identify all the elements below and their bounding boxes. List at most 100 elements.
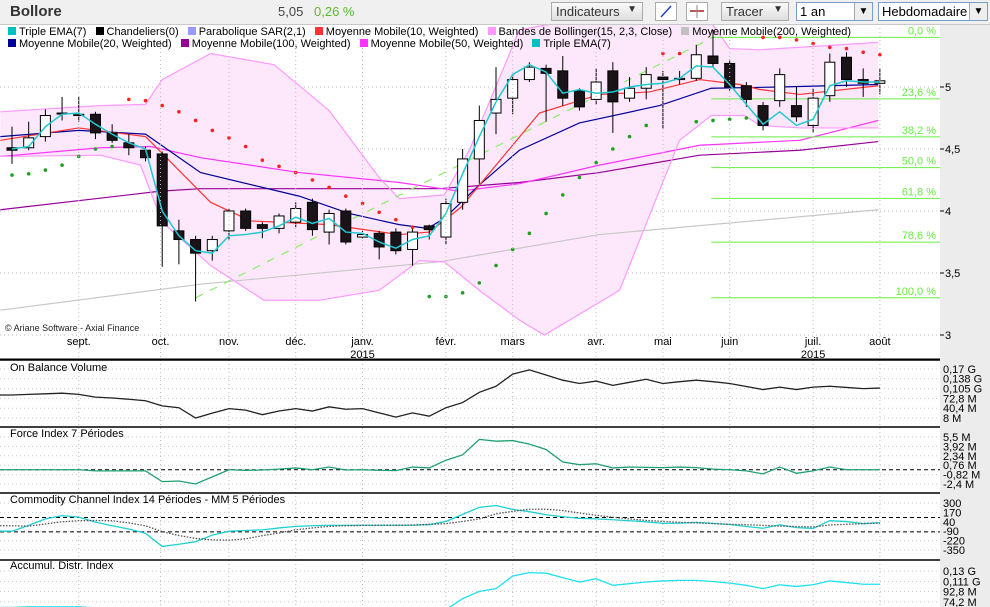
chevron-down-icon[interactable]: ▼ [969,3,987,20]
legend-item[interactable]: Triple EMA(7) [532,38,611,50]
sar-dot [260,158,265,162]
year-label: 2015 [801,349,825,361]
legend-row: Moyenne Mobile(20, Weighted) Moyenne Mob… [8,38,888,50]
price-change: 0,26 % [314,4,355,19]
month-label: août [869,336,890,348]
caret-down-icon: ▼ [627,4,637,15]
month-label: déc. [285,336,306,348]
legend-label: Bandes de Bollinger(15, 2,3, Close) [498,26,673,38]
legend-item[interactable]: Triple EMA(7) [8,26,86,38]
candle [240,208,252,231]
candle-body [340,210,352,243]
year-label: 2015 [350,349,374,361]
indicator-panel [0,369,880,419]
candle-body [423,225,435,231]
panel-tick-label: 0,111 G [943,576,981,588]
candle-body [557,70,569,99]
legend-label: Moyenne Mobile(10, Weighted) [325,26,479,38]
legend-item[interactable]: Chandeliers(0) [95,26,179,38]
fibonacci-level-label: 61,8 % [902,186,936,198]
legend-label: Triple EMA(7) [543,38,611,50]
chart-legend: Triple EMA(7) Chandeliers(0) Parabolique… [8,26,888,50]
panel-tick-label: 0,76 M [943,460,977,472]
last-price: 5,05 [278,4,304,19]
legend-item[interactable]: Moyenne Mobile(100, Weighted) [180,38,351,50]
copyright-text: © Ariane Software - Axial Finance [5,323,140,333]
candle [340,208,352,245]
candle [590,68,602,105]
fibonacci-level-label: 38,2 % [902,125,936,137]
legend-item[interactable]: Bandes de Bollinger(15, 2,3, Close) [487,26,673,38]
legend-row: Triple EMA(7) Chandeliers(0) Parabolique… [8,26,888,38]
candle [390,228,402,255]
horizontal-line-tool-button[interactable] [686,2,708,21]
sar-dot [377,210,381,215]
draw-button[interactable]: Tracer ▼ [721,2,789,21]
legend-item[interactable]: Moyenne Mobile(20, Weighted) [8,38,172,50]
month-label: juin [720,336,738,348]
month-label: juil. [804,336,822,348]
candle [790,87,802,122]
legend-label: Parabolique SAR(2,1) [198,26,306,38]
candle [757,101,769,131]
sar-dot [177,110,181,114]
candle [807,88,819,133]
panel-tick-label: 8 M [943,413,961,425]
panel-tick-label: 40 [943,517,955,529]
sar-dot [844,46,849,51]
sar-dot [160,103,165,108]
legend-item[interactable]: Parabolique SAR(2,1) [187,26,306,38]
panel-tick-label: 40,4 M [943,403,977,415]
candle-body [740,85,752,100]
legend-label: Chandeliers(0) [106,26,179,38]
candle [640,67,652,100]
sar-dot [43,168,48,172]
legend-label: Moyenne Mobile(200, Weighted) [692,26,852,38]
candle-body [390,231,402,252]
candle [774,68,786,107]
legend-item[interactable]: Moyenne Mobile(200, Weighted) [681,26,851,38]
period-value: 1 an [800,4,826,19]
price-tick-label: 3 [945,330,951,342]
sar-dot [611,147,615,151]
caret-down-icon: ▼ [773,4,783,15]
chevron-down-icon[interactable]: ▼ [854,3,872,20]
month-label: janv. [350,336,373,348]
sar-dot [93,147,98,151]
legend-swatch [8,27,16,35]
sar-dot [727,117,732,122]
sar-dot [394,217,398,222]
legend-item[interactable]: Moyenne Mobile(10, Weighted) [314,26,479,38]
horizontal-line-icon [690,5,704,18]
trendline-tool-button[interactable] [655,2,677,21]
panel-tick-label: 170 [943,507,961,519]
legend-label: Moyenne Mobile(100, Weighted) [191,38,351,50]
sar-dot [677,51,682,56]
sar-dot [694,119,699,124]
period-select[interactable]: 1 an ▼ [796,2,873,21]
sar-dot [410,225,415,229]
month-label: mars [500,336,525,348]
sar-dot [10,173,14,177]
sar-dot [594,160,598,165]
bollinger-band-fill [0,24,879,335]
candle-body [323,212,335,233]
candle [740,82,752,107]
indicators-button[interactable]: Indicateurs ▼ [551,2,643,21]
force-index-line [0,438,880,485]
sar-dot [210,128,215,133]
sar-dot [777,35,782,40]
legend-swatch [359,39,368,47]
sar-dot [878,52,882,57]
candle-body [206,239,218,252]
stock-title: Bollore [10,3,62,20]
panel-title-ad-index: Accumul. Distr. Index [10,560,114,572]
interval-select[interactable]: Hebdomadaire ▼ [878,2,988,21]
legend-item[interactable]: Moyenne Mobile(50, Weighted) [359,38,523,50]
sar-dot [227,136,231,140]
candle-body [457,158,469,203]
sar-dot [627,134,632,139]
month-label: oct. [152,336,170,348]
candle-body [807,97,819,126]
